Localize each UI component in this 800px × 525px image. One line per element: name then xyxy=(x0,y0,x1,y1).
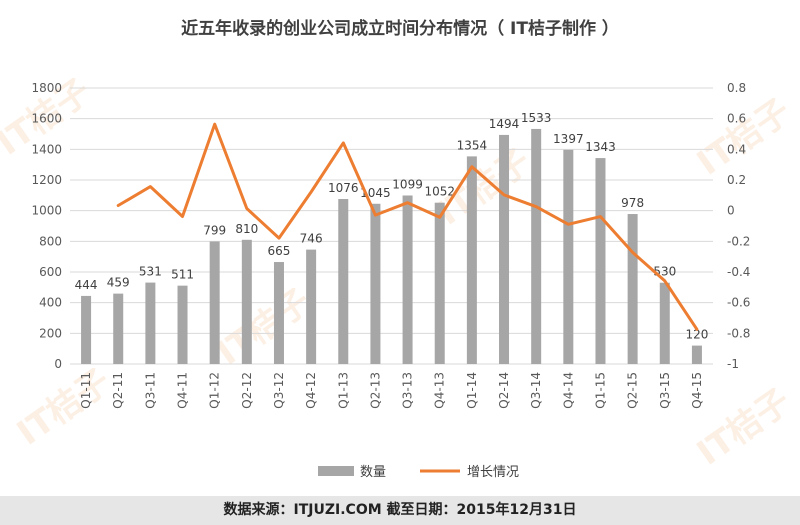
bar-value-label: 459 xyxy=(107,276,130,290)
bar xyxy=(466,156,477,364)
x-tick-label: Q3-15 xyxy=(658,372,672,409)
bar xyxy=(273,262,284,364)
y-left-tick-label: 1600 xyxy=(31,112,62,126)
x-tick-label: Q1-12 xyxy=(208,372,222,409)
bar xyxy=(370,203,381,364)
x-tick-label: Q2-14 xyxy=(497,372,511,409)
bar xyxy=(531,128,542,364)
bar xyxy=(434,202,445,364)
y-left-tick-label: 1200 xyxy=(31,173,62,187)
bar xyxy=(209,241,220,364)
x-tick-label: Q2-12 xyxy=(240,372,254,409)
y-right-tick-label: 0.4 xyxy=(727,142,746,156)
combo-chart: 020040060080010001200140016001800-1-0.8-… xyxy=(31,81,750,480)
bar xyxy=(691,345,702,364)
x-tick-label: Q2-13 xyxy=(368,372,382,409)
bar xyxy=(306,249,317,364)
x-tick-label: Q2-15 xyxy=(626,372,640,409)
bar-value-label: 531 xyxy=(139,265,162,279)
x-tick-label: Q3-14 xyxy=(529,372,543,409)
y-left-tick-label: 1400 xyxy=(31,142,62,156)
bar xyxy=(402,195,413,364)
y-right-tick-label: -0.6 xyxy=(727,296,750,310)
bar xyxy=(627,214,638,364)
y-right-tick-label: -0.2 xyxy=(727,234,750,248)
legend-line-label: 增长情况 xyxy=(467,465,519,480)
growth-line xyxy=(116,122,699,331)
y-left-tick-label: 200 xyxy=(39,326,62,340)
bar-value-label: 511 xyxy=(171,268,194,282)
bar-value-label: 1533 xyxy=(521,111,552,125)
y-left-tick-label: 400 xyxy=(39,296,62,310)
bar-value-label: 1343 xyxy=(585,140,616,154)
bar-value-label: 530 xyxy=(653,265,676,279)
x-tick-label: Q1-11 xyxy=(79,372,93,409)
y-left-tick-label: 800 xyxy=(39,234,62,248)
bar-value-label: 1052 xyxy=(424,185,455,199)
x-tick-label: Q1-14 xyxy=(465,372,479,409)
x-tick-label: Q3-13 xyxy=(401,372,415,409)
bar xyxy=(338,199,349,364)
x-tick-label: Q1-13 xyxy=(336,372,350,409)
chart-title: 近五年收录的创业公司成立时间分布情况（ IT桔子制作 ） xyxy=(181,19,619,39)
y-right-tick-label: 0.2 xyxy=(727,173,746,187)
bar xyxy=(241,239,252,364)
bar-value-label: 1354 xyxy=(457,138,488,152)
x-tick-label: Q4-11 xyxy=(176,372,190,409)
y-left-tick-label: 1000 xyxy=(31,204,62,218)
legend-bar-swatch xyxy=(318,466,354,476)
bar-value-label: 1397 xyxy=(553,132,584,146)
y-right-tick-label: 0.6 xyxy=(727,112,746,126)
bar-value-label: 978 xyxy=(621,196,644,210)
bar-value-label: 1099 xyxy=(392,177,423,191)
y-right-tick-label: -1 xyxy=(727,357,739,371)
bar-value-label: 120 xyxy=(685,328,708,342)
y-right-tick-label: -0.4 xyxy=(727,265,750,279)
x-tick-label: Q4-12 xyxy=(304,372,318,409)
legend-bar-label: 数量 xyxy=(360,465,386,480)
x-tick-label: Q4-15 xyxy=(690,372,704,409)
y-right-tick-label: -0.8 xyxy=(727,326,750,340)
y-left-tick-label: 1800 xyxy=(31,81,62,95)
x-tick-label: Q3-12 xyxy=(272,372,286,409)
y-right-tick-label: 0.8 xyxy=(727,81,746,95)
bar-value-label: 665 xyxy=(268,244,291,258)
bar xyxy=(659,282,670,364)
bar xyxy=(499,134,510,364)
bar xyxy=(177,285,188,364)
bar-value-label: 746 xyxy=(300,232,323,246)
y-left-tick-label: 0 xyxy=(54,357,62,371)
bar-value-label: 799 xyxy=(203,223,226,237)
bar xyxy=(113,293,124,364)
x-tick-label: Q3-11 xyxy=(143,372,157,409)
bar xyxy=(81,295,92,364)
y-right-tick-label: 0 xyxy=(727,204,735,218)
x-tick-label: Q2-11 xyxy=(111,372,125,409)
bar-value-label: 1494 xyxy=(489,117,520,131)
y-left-tick-label: 600 xyxy=(39,265,62,279)
x-tick-label: Q4-13 xyxy=(433,372,447,409)
bar xyxy=(145,282,156,364)
bar-value-label: 1076 xyxy=(328,181,359,195)
bar-value-label: 444 xyxy=(75,278,98,292)
x-tick-label: Q1-15 xyxy=(593,372,607,409)
bar xyxy=(595,158,606,364)
x-tick-label: Q4-14 xyxy=(561,372,575,409)
bar-value-label: 810 xyxy=(235,222,258,236)
source-footer: 数据来源：ITJUZI.COM 截至日期：2015年12月31日 xyxy=(0,496,800,525)
bar xyxy=(563,149,574,364)
